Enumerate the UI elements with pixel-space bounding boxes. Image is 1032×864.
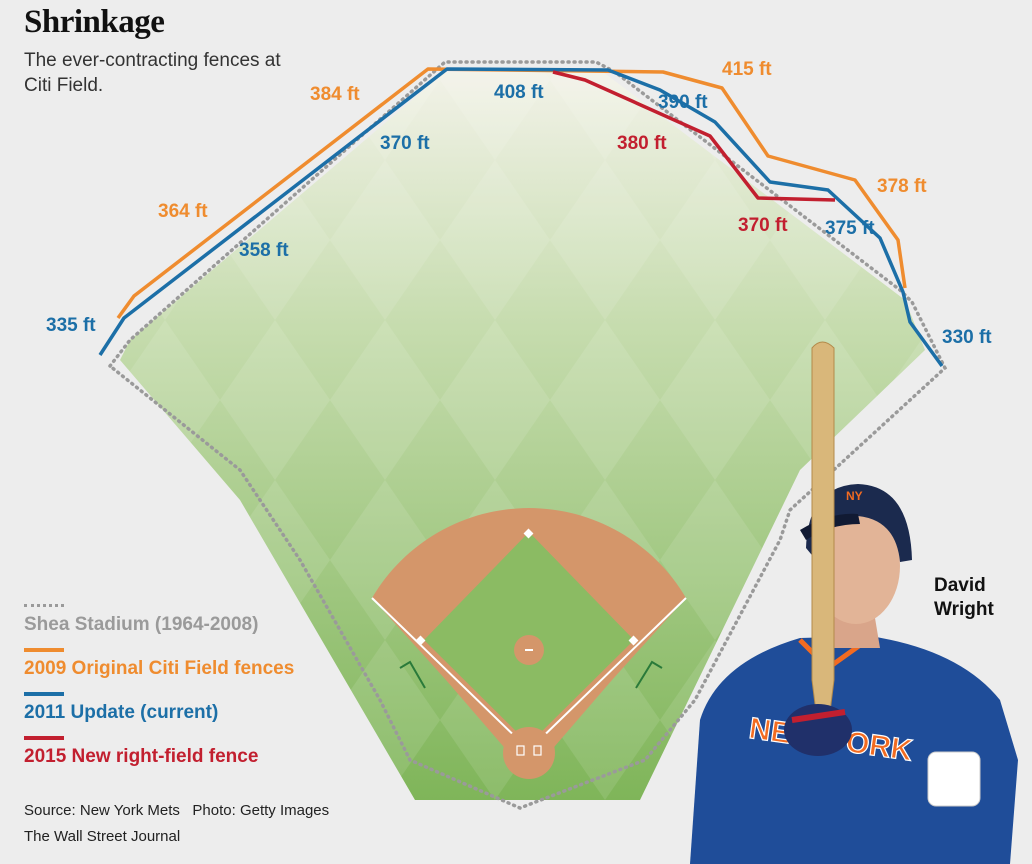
player-name-text: David Wright: [934, 575, 994, 620]
fence-2015-new: [552, 70, 836, 202]
right-foul-line: [528, 597, 687, 751]
dist-update-right-center: 390 ft: [658, 92, 708, 113]
shea-stadium-outline: [107, 60, 948, 810]
dist-original-right-field: 378 ft: [877, 176, 927, 197]
batters-box-right: [533, 745, 542, 756]
dist-update-center: 408 ft: [494, 82, 544, 103]
page-title: Shrinkage: [24, 4, 165, 40]
dist-original-left-gap: 384 ft: [310, 84, 360, 105]
source-credit: Source: New York Mets Photo: Getty Image…: [24, 802, 330, 819]
dist-new-right-center: 380 ft: [617, 133, 667, 154]
legend-label-2009: 2009 Original Citi Field fences: [24, 658, 295, 679]
grass-pattern: [120, 72, 925, 800]
second-base: [523, 528, 534, 539]
baseball-bat: [811, 341, 835, 729]
third-base-coach-box: [399, 660, 426, 689]
glove-accent: [791, 709, 846, 723]
pitchers-rubber: [525, 649, 533, 651]
wristband: [927, 751, 981, 807]
first-base-coach-box: [635, 660, 663, 689]
publisher-credit: The Wall Street Journal: [24, 828, 181, 845]
dist-update-right-field: 375 ft: [825, 218, 875, 239]
dist-update-left-gap: 370 ft: [380, 133, 430, 154]
player-photo: NEW YORK NY: [690, 341, 1018, 864]
legend-label-2015: 2015 New right-field fence: [24, 746, 259, 767]
player-name-label: David Wright: [934, 574, 1004, 622]
left-foul-line: [371, 597, 530, 751]
page-subtitle: The ever-contracting fences at Citi Fiel…: [24, 50, 281, 96]
helmet-logo: NY: [846, 489, 863, 503]
fence-2011-update: [98, 67, 944, 368]
dist-new-right-field: 370 ft: [738, 215, 788, 236]
source-footer: Source: New York Mets Photo: Getty Image…: [24, 798, 329, 850]
dist-original-left-center: 364 ft: [158, 201, 208, 222]
dist-update-left-center: 358 ft: [239, 240, 289, 261]
dist-original-right-center: 415 ft: [722, 59, 772, 80]
legend-swatch-2009: [24, 648, 64, 652]
dist-update-left-line: 335 ft: [46, 315, 96, 336]
legend-swatch-2011: [24, 692, 64, 696]
player-jersey: [690, 636, 1018, 864]
batters-box-left: [516, 745, 525, 756]
first-base: [628, 635, 639, 646]
dist-update-right-line: 330 ft: [942, 327, 992, 348]
legend-swatch-shea: [24, 604, 64, 607]
legend-label-2011: 2011 Update (current): [24, 702, 219, 723]
home-plate-circle: [503, 727, 555, 779]
legend-label-shea: Shea Stadium (1964-2008): [24, 614, 259, 635]
third-base: [415, 635, 426, 646]
fence-2009-original: [116, 67, 907, 320]
legend-swatch-2015: [24, 736, 64, 740]
